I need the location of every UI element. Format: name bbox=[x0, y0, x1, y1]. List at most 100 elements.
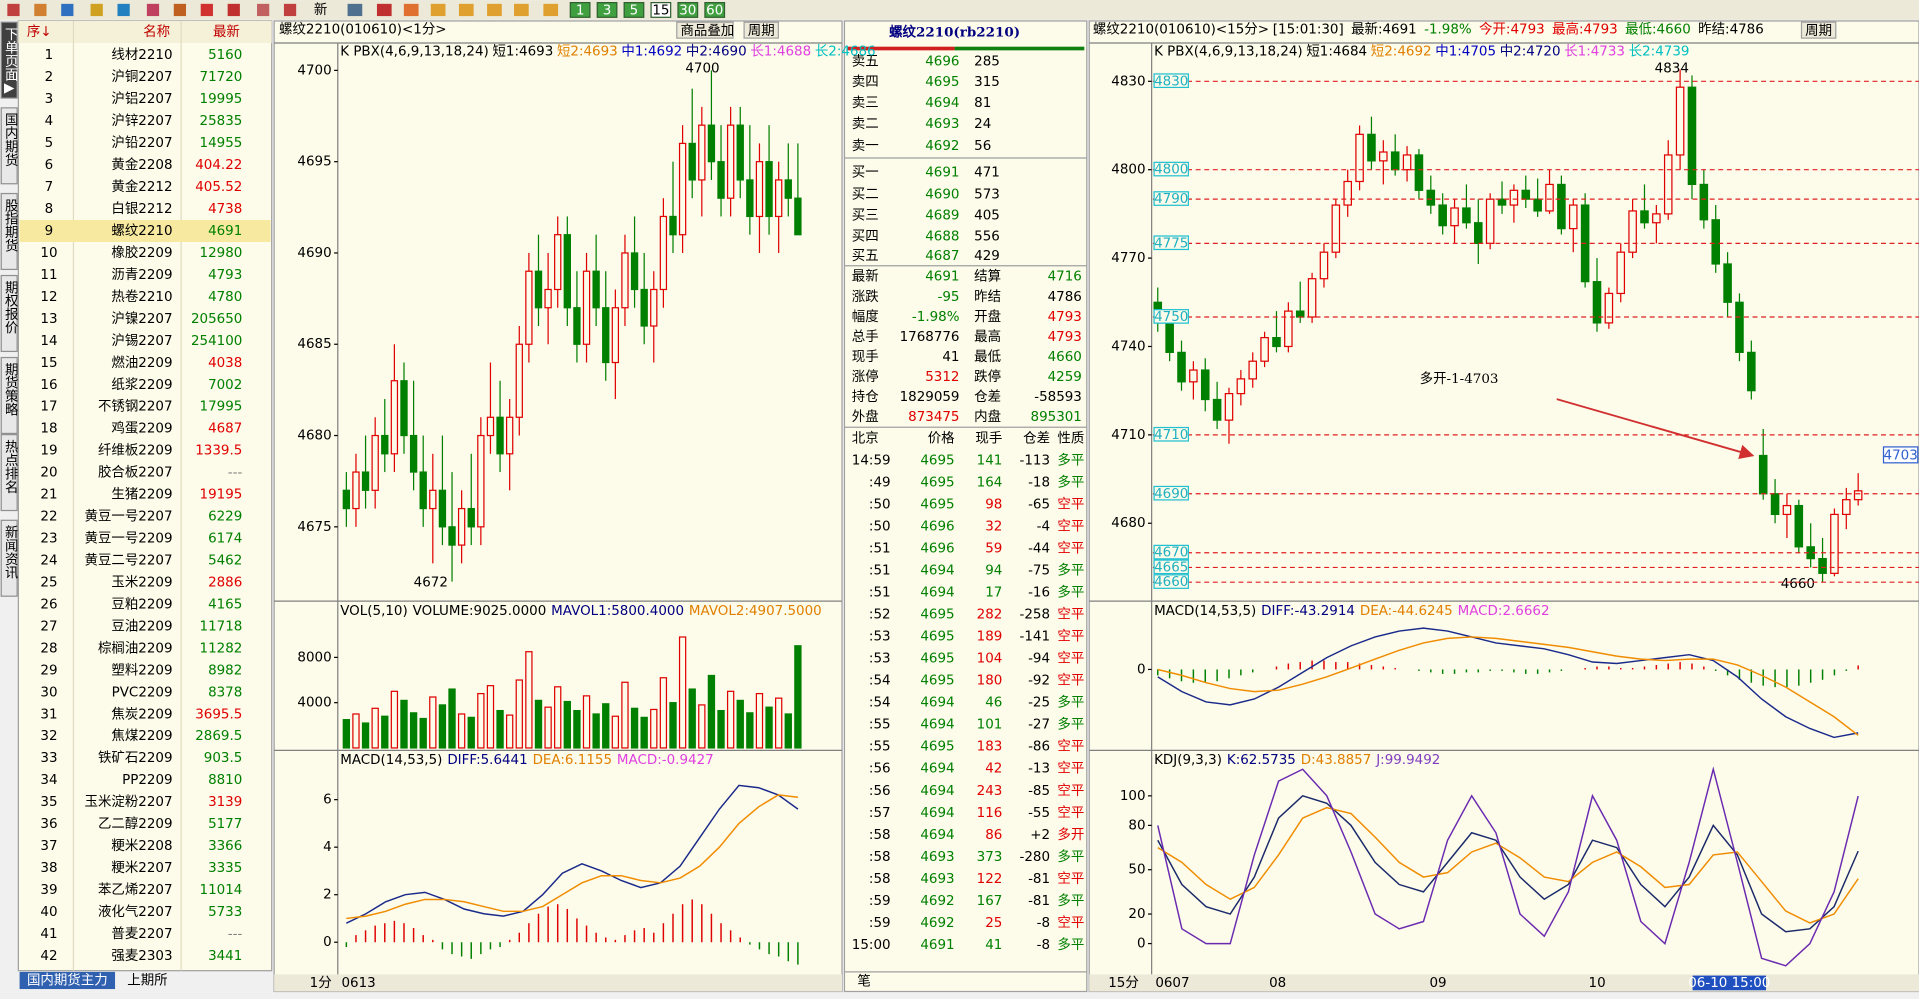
contract-name[interactable]: PP2209 bbox=[122, 773, 172, 788]
sidebar-tab-label[interactable]: 新闻资讯 bbox=[2, 525, 19, 580]
period-button[interactable] bbox=[704, 2, 726, 18]
contract-name[interactable]: 线材2210 bbox=[111, 47, 172, 63]
sidebar-tab[interactable] bbox=[0, 519, 18, 597]
icon[interactable] bbox=[543, 3, 559, 17]
contract-name[interactable]: 苯乙烯2207 bbox=[98, 882, 173, 898]
contract-name[interactable]: 胶合板2207 bbox=[98, 464, 173, 481]
contract-name[interactable]: 焦炭2209 bbox=[111, 706, 172, 722]
contract-name[interactable]: 不锈钢2207 bbox=[98, 399, 173, 415]
icon[interactable] bbox=[283, 3, 297, 17]
footer-tab[interactable] bbox=[19, 971, 116, 990]
chart-button-label[interactable]: 周期 bbox=[748, 23, 775, 39]
sidebar-tab[interactable] bbox=[0, 107, 18, 185]
period-button[interactable] bbox=[596, 2, 618, 18]
icon[interactable] bbox=[458, 3, 474, 17]
sidebar-tab-label[interactable]: 期权报价 bbox=[2, 280, 19, 334]
sidebar-tab-label[interactable]: 热点排名 bbox=[2, 439, 19, 493]
icon[interactable] bbox=[376, 3, 392, 17]
contract-name[interactable]: 豆粕2209 bbox=[111, 596, 172, 612]
column-header[interactable]: 序↓ bbox=[27, 24, 52, 40]
sidebar-tab-label[interactable]: 期货策略 bbox=[2, 362, 19, 416]
contract-name[interactable]: 沪铝2207 bbox=[111, 91, 172, 107]
contract-name[interactable]: 白银2212 bbox=[111, 201, 172, 217]
icon[interactable] bbox=[61, 3, 74, 17]
contract-name[interactable]: 燃油2209 bbox=[111, 354, 172, 371]
period-label[interactable]: 3 bbox=[603, 4, 612, 19]
contract-name[interactable]: 沪镍2207 bbox=[111, 311, 172, 327]
period-label[interactable]: 60 bbox=[706, 4, 723, 19]
contract-name[interactable]: 沪锡2207 bbox=[111, 333, 172, 349]
icon[interactable] bbox=[146, 3, 160, 17]
contract-name[interactable]: 黄金2212 bbox=[111, 179, 172, 195]
contract-name[interactable]: 鸡蛋2209 bbox=[111, 420, 172, 437]
contract-name[interactable]: 粳米2207 bbox=[111, 860, 172, 876]
contract-name[interactable]: 强麦2303 bbox=[111, 948, 172, 964]
icon[interactable] bbox=[200, 3, 213, 17]
contract-name[interactable]: 乙二醇2209 bbox=[98, 815, 173, 832]
icon[interactable] bbox=[487, 3, 502, 17]
chart-button[interactable] bbox=[743, 21, 779, 39]
column-header[interactable]: 名称 bbox=[143, 24, 170, 40]
column-header[interactable]: 最新 bbox=[213, 24, 240, 40]
contract-name[interactable]: 黄豆一号2207 bbox=[85, 509, 173, 525]
icon[interactable] bbox=[257, 3, 270, 17]
icon[interactable] bbox=[90, 3, 103, 17]
icon[interactable] bbox=[430, 3, 446, 17]
contract-name[interactable]: 热卷2210 bbox=[111, 289, 172, 305]
icon[interactable] bbox=[403, 3, 419, 17]
contract-name[interactable]: PVC2209 bbox=[112, 685, 173, 700]
chart-button[interactable] bbox=[1800, 21, 1837, 39]
contract-name[interactable]: 玉米2209 bbox=[111, 574, 172, 590]
icon[interactable] bbox=[34, 3, 47, 17]
contract-name[interactable]: 橡胶2209 bbox=[111, 244, 172, 261]
period-label[interactable]: 30 bbox=[679, 4, 696, 19]
icon[interactable] bbox=[514, 3, 529, 17]
contract-name[interactable]: 塑料2209 bbox=[111, 662, 172, 678]
chart-button-label[interactable]: 商品叠加 bbox=[680, 23, 734, 39]
toolbar-new[interactable]: 新 bbox=[314, 2, 327, 18]
sidebar-tab[interactable] bbox=[0, 274, 18, 353]
icon[interactable] bbox=[347, 3, 363, 17]
contract-name[interactable]: 生猪2209 bbox=[111, 487, 172, 503]
contract-name[interactable]: 纸浆2209 bbox=[111, 377, 172, 393]
contract-name[interactable]: 黄豆二号2207 bbox=[85, 553, 173, 569]
sidebar-tab-label[interactable]: 下单页面▶ bbox=[2, 27, 19, 96]
contract-name[interactable]: 沪铜2207 bbox=[111, 69, 172, 85]
icon[interactable] bbox=[117, 3, 130, 17]
sidebar-tab-label[interactable]: 国内期货 bbox=[2, 113, 19, 167]
contract-name[interactable]: 普麦2207 bbox=[111, 926, 172, 942]
period-label[interactable]: 1 bbox=[576, 4, 585, 19]
period-button[interactable] bbox=[677, 2, 699, 18]
period-button[interactable] bbox=[623, 2, 645, 18]
sidebar-tab[interactable] bbox=[0, 356, 18, 435]
chart-button-label[interactable]: 周期 bbox=[1805, 23, 1832, 39]
contract-name[interactable]: 棕榈油2209 bbox=[98, 640, 173, 656]
chart-button[interactable] bbox=[676, 21, 734, 39]
contract-name[interactable]: 焦煤2209 bbox=[111, 728, 172, 744]
sidebar-tab[interactable] bbox=[0, 434, 18, 512]
icon[interactable] bbox=[173, 3, 187, 17]
contract-name[interactable]: 纤维板2209 bbox=[98, 443, 173, 459]
icon[interactable] bbox=[7, 3, 20, 17]
contract-name[interactable]: 铁矿石2209 bbox=[98, 750, 173, 766]
icon[interactable] bbox=[227, 3, 240, 17]
footer-tab-label[interactable]: 国内期货主力 bbox=[27, 971, 108, 988]
sidebar-tab[interactable] bbox=[0, 192, 18, 271]
period-button[interactable] bbox=[650, 2, 672, 18]
period-button[interactable] bbox=[569, 2, 591, 18]
contract-name[interactable]: 玉米淀粉2207 bbox=[85, 794, 173, 810]
contract-name[interactable]: 沪锌2207 bbox=[111, 113, 172, 129]
contract-name[interactable]: 豆油2209 bbox=[111, 618, 172, 634]
contract-name[interactable]: 黄金2208 bbox=[111, 157, 172, 173]
sidebar-tab[interactable] bbox=[0, 21, 18, 99]
contract-name[interactable]: 螺纹2210 bbox=[111, 223, 172, 239]
contract-name[interactable]: 液化气2207 bbox=[98, 904, 173, 920]
contract-name[interactable]: 黄豆一号2209 bbox=[85, 531, 173, 547]
quote-footer[interactable]: 笔 bbox=[857, 974, 870, 990]
contract-name[interactable]: 沥青2209 bbox=[111, 267, 172, 283]
period-label[interactable]: 15 bbox=[652, 4, 669, 19]
footer-tab-label[interactable]: 上期所 bbox=[127, 972, 167, 988]
contract-name[interactable]: 沪铅2207 bbox=[111, 135, 172, 151]
period-label[interactable]: 5 bbox=[630, 4, 639, 19]
contract-name[interactable]: 粳米2208 bbox=[111, 838, 172, 854]
